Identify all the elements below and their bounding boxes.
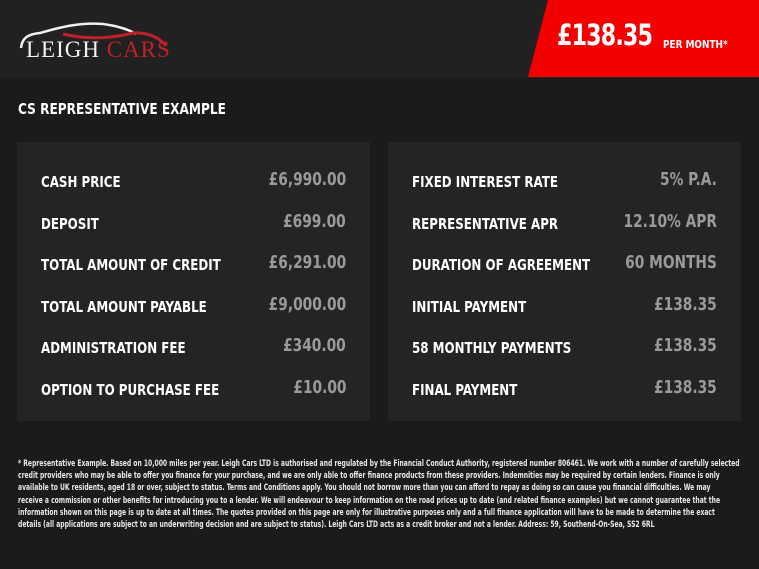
finance-label: CASH PRICE [41, 173, 121, 191]
finance-value: £6,291.00 [268, 252, 346, 273]
disclaimer-line: information shown on this page is up to … [18, 506, 715, 517]
finance-label: FINAL PAYMENT [412, 380, 518, 399]
finance-value: 60 MONTHS [625, 252, 717, 273]
finance-value: £6,990.00 [268, 169, 346, 190]
finance-label: DURATION OF AGREEMENT [412, 256, 591, 274]
logo-text: LEIGH CARS [26, 37, 171, 63]
disclaimer-line: available to UK residents, aged 18 or ov… [18, 482, 711, 493]
finance-label: TOTAL AMOUNT PAYABLE [41, 297, 207, 316]
finance-value: 12.10% APR [623, 210, 717, 232]
per-month-label: PER MONTH* [663, 38, 728, 51]
finance-row: OPTION TO PURCHASE FEE £10.00 [41, 377, 346, 401]
finance-label: TOTAL AMOUNT OF CREDIT [41, 256, 221, 274]
finance-value: £699.00 [283, 210, 346, 232]
monthly-price: £138.35 [557, 18, 653, 52]
monthly-price-banner: £138.35 PER MONTH* [528, 0, 759, 77]
finance-value: £138.35 [654, 376, 717, 398]
finance-value: £9,000.00 [268, 293, 346, 315]
finance-row: TOTAL AMOUNT PAYABLE £9,000.00 [41, 294, 346, 318]
disclaimer-line: receive a commission or other benefits f… [18, 494, 721, 505]
finance-row: DEPOSIT £699.00 [41, 211, 346, 235]
logo-leigh: LEIGH [26, 37, 100, 62]
finance-label: REPRESENTATIVE APR [412, 214, 559, 233]
finance-label: OPTION TO PURCHASE FEE [41, 380, 220, 399]
finance-row: ADMINISTRATION FEE £340.00 [41, 335, 346, 359]
left-finance-panel: CASH PRICE £6,990.00 DEPOSIT £699.00 TOTAL A… [17, 142, 370, 421]
right-finance-panel: FIXED INTEREST RATE 5% P.A. REPRESENTATIVE… [388, 142, 741, 421]
finance-value: £10.00 [292, 376, 346, 398]
finance-row: REPRESENTATIVE APR 12.10% APR [412, 211, 717, 235]
disclaimer-line: details (all applications are subject to… [18, 519, 655, 530]
page-title: CS REPRESENTATIVE EXAMPLE [18, 100, 226, 118]
disclaimer-line: credit providers who may be able to offe… [18, 470, 720, 481]
finance-row: DURATION OF AGREEMENT 60 MONTHS [412, 252, 717, 276]
finance-value: £138.35 [654, 293, 717, 315]
car-silhouette-icon [19, 22, 168, 49]
finance-label: FIXED INTEREST RATE [412, 173, 558, 191]
finance-row: 58 MONTHLY PAYMENTS £138.35 [412, 335, 717, 359]
finance-value: £340.00 [283, 335, 346, 356]
finance-label: 58 MONTHLY PAYMENTS [412, 339, 572, 357]
finance-label: ADMINISTRATION FEE [41, 339, 186, 357]
disclaimer: * Representative Example. Based on 10,00… [18, 457, 740, 530]
leigh-cars-logo[interactable]: LEIGH CARS [18, 18, 170, 68]
finance-row: FINAL PAYMENT £138.35 [412, 377, 717, 401]
finance-row: INITIAL PAYMENT £138.35 [412, 294, 717, 318]
finance-label: INITIAL PAYMENT [412, 297, 527, 316]
finance-row: FIXED INTEREST RATE 5% P.A. [412, 169, 717, 193]
finance-row: CASH PRICE £6,990.00 [41, 169, 346, 193]
finance-value: £138.35 [654, 335, 717, 356]
logo-cars: CARS [106, 37, 171, 62]
finance-label: DEPOSIT [41, 214, 99, 233]
finance-value: 5% P.A. [660, 169, 717, 190]
disclaimer-line: * Representative Example. Based on 10,00… [18, 458, 740, 468]
header: LEIGH CARS £138.35 PER MONTH* [0, 0, 759, 78]
finance-row: TOTAL AMOUNT OF CREDIT £6,291.00 [41, 252, 346, 276]
